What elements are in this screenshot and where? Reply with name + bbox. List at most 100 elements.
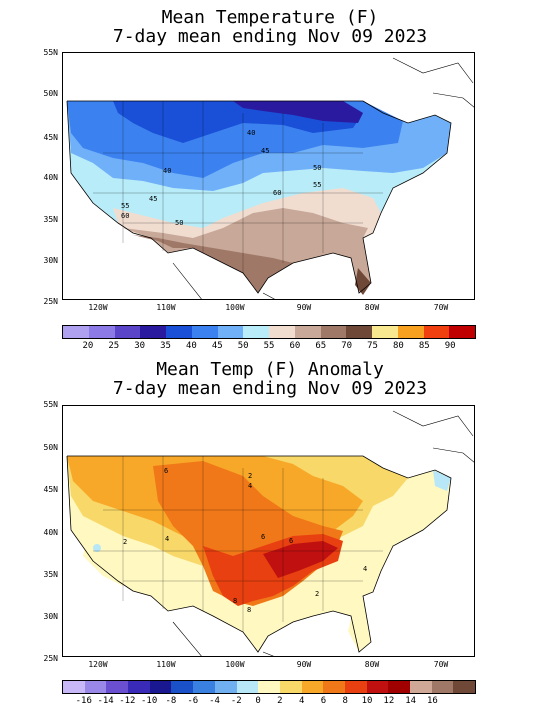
colorbar-tick-label: 8 — [342, 696, 348, 706]
colorbar-swatch — [171, 681, 194, 693]
colorbar-swatch — [193, 681, 215, 693]
colorbar-swatch — [166, 326, 192, 338]
colorbar-tick-label: 60 — [289, 341, 301, 351]
map2-lon-label: 90W — [296, 660, 312, 669]
map1-title: Mean Temperature (F) — [161, 7, 379, 28]
colorbar-swatch — [88, 326, 115, 338]
colorbar-tick-label: 10 — [361, 696, 373, 706]
map2-title: Mean Temp (F) Anomaly — [156, 359, 384, 380]
map2-lat-label: 40N — [43, 528, 58, 537]
colorbar-swatch — [217, 326, 244, 338]
contour-label: 50 — [175, 219, 183, 227]
map1-lon-label: 120W — [88, 303, 108, 312]
map1-lat-label: 40N — [43, 173, 58, 182]
contour-label: 4 — [248, 482, 252, 490]
colorbar-swatch — [243, 326, 269, 338]
colorbar-tick-label: 35 — [160, 341, 171, 351]
contour-label: 8 — [247, 606, 251, 614]
colorbar-tick-label: 75 — [367, 341, 378, 351]
colorbar-swatch — [128, 681, 150, 693]
map2-lon-label: 110W — [156, 660, 176, 669]
contour-label: 2 — [248, 472, 252, 480]
colorbar-swatch — [63, 326, 89, 338]
colorbar-tick-label: -6 — [187, 696, 199, 706]
map2-lon-label: 100W — [225, 660, 245, 669]
colorbar-swatch — [63, 681, 85, 693]
colorbar-tick-label: 70 — [341, 341, 353, 351]
colorbar-swatch — [269, 326, 295, 338]
colorbar-swatch — [453, 681, 476, 693]
contour-label: 2 — [315, 590, 319, 598]
colorbar-swatch — [279, 681, 302, 693]
contour-label: 60 — [273, 189, 281, 197]
contour-label: 2 — [123, 538, 127, 546]
colorbar-swatch — [301, 681, 324, 693]
contour-label: 40 — [247, 129, 255, 137]
contour-label: 6 — [289, 537, 293, 545]
colorbar-swatch — [346, 326, 372, 338]
map2-lat-label: 30N — [43, 612, 58, 621]
colorbar-tick-label: -14 — [97, 696, 114, 706]
map2-subtitle: 7-day mean ending Nov 09 2023 — [112, 378, 428, 399]
colorbar-tick-label: 50 — [237, 341, 249, 351]
colorbar-tick-label: 16 — [426, 696, 438, 706]
colorbar-swatch — [372, 326, 398, 338]
colorbar-swatch — [294, 326, 321, 338]
map1-lat-label: 25N — [43, 297, 58, 306]
colorbar-swatch — [214, 681, 237, 693]
colorbar-swatch — [344, 681, 367, 693]
colorbar-swatch — [149, 681, 172, 693]
contour-label: 45 — [261, 147, 269, 155]
contour-label: 60 — [121, 212, 129, 220]
colorbar-swatch — [106, 681, 129, 693]
map1-subtitle: 7-day mean ending Nov 09 2023 — [112, 26, 428, 47]
colorbar-tick-label: 45 — [211, 341, 223, 351]
colorbar-tick-label: 2 — [277, 696, 283, 706]
colorbar-tick-label: -12 — [119, 696, 136, 706]
map2-lat-label: 35N — [43, 570, 58, 579]
contour-label: 45 — [149, 195, 157, 203]
colorbar-swatch — [258, 681, 280, 693]
colorbar-swatch — [84, 681, 107, 693]
colorbar-swatch — [410, 681, 432, 693]
colorbar-tick-label: 0 — [255, 696, 261, 706]
colorbar-swatch — [320, 326, 347, 338]
colorbar-swatch — [449, 326, 475, 338]
colorbar-tick-label: 12 — [383, 696, 395, 706]
map2-svg: 6 2 4 2 4 6 6 8 8 2 4 — [63, 406, 474, 656]
contour-label: 55 — [121, 202, 129, 210]
colorbar-swatch — [140, 326, 166, 338]
colorbar-tick-label: -16 — [75, 696, 92, 706]
colorbar-tick-label: 85 — [418, 341, 430, 351]
map1-temperature: 40 45 50 55 60 40 45 50 55 60 — [62, 52, 475, 300]
colorbar-tick-label: 55 — [263, 341, 275, 351]
contour-label: 6 — [164, 467, 168, 475]
contour-label: 55 — [313, 181, 321, 189]
map1-lat-label: 45N — [43, 133, 58, 142]
colorbar-tick-label: 40 — [185, 341, 197, 351]
colorbar-tick-label: -2 — [230, 696, 242, 706]
map2-colorbar — [62, 680, 476, 694]
map1-lon-label: 80W — [364, 303, 380, 312]
colorbar-swatch — [191, 326, 218, 338]
colorbar-tick-label: 25 — [108, 341, 120, 351]
map1-lon-label: 90W — [296, 303, 312, 312]
colorbar-tick-label: -4 — [209, 696, 220, 706]
colorbar-swatch — [388, 681, 410, 693]
contour-label: 40 — [163, 167, 171, 175]
map2-lon-label: 80W — [364, 660, 380, 669]
map1-lat-label: 35N — [43, 215, 58, 224]
map2-lat-label: 45N — [43, 485, 58, 494]
colorbar-swatch — [397, 326, 424, 338]
colorbar-swatch — [236, 681, 259, 693]
colorbar-tick-label: 90 — [444, 341, 456, 351]
colorbar-tick-label: 20 — [82, 341, 94, 351]
map2-lon-label: 70W — [433, 660, 449, 669]
map1-lat-label: 55N — [43, 48, 58, 57]
colorbar-swatch — [114, 326, 141, 338]
colorbar-tick-label: -8 — [165, 696, 177, 706]
contour-label: 4 — [363, 565, 367, 573]
contour-label: 6 — [261, 533, 265, 541]
colorbar-tick-label: 4 — [298, 696, 305, 706]
map1-svg: 40 45 50 55 60 40 45 50 55 60 — [63, 53, 474, 299]
